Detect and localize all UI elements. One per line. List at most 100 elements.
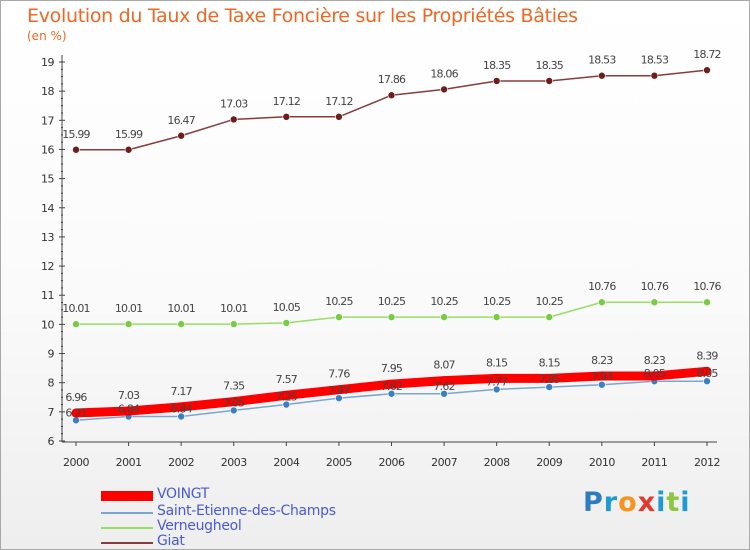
data-label-saint-etienne-des-champs: 6.71 — [65, 406, 86, 419]
proxiti-logo: Proxiti — [583, 487, 691, 518]
x-tick-label: 2006 — [379, 456, 405, 469]
logo-letter: i — [680, 487, 691, 518]
x-tick-label: 2003 — [221, 456, 247, 469]
data-label-verneugheol: 10.25 — [325, 295, 353, 308]
data-label-verneugheol: 10.01 — [115, 302, 143, 315]
data-label-verneugheol: 10.25 — [483, 295, 511, 308]
data-point-voingt — [492, 374, 501, 383]
y-tick-label: 16 — [41, 143, 54, 156]
data-label-giat: 16.47 — [167, 114, 195, 127]
data-point-giat — [703, 66, 711, 74]
data-point-saint-etienne-des-champs — [177, 412, 185, 421]
data-point-voingt — [387, 379, 396, 389]
data-label-verneugheol: 10.25 — [536, 295, 564, 308]
data-label-giat: 18.35 — [536, 59, 564, 72]
data-point-verneugheol — [72, 320, 80, 328]
y-tick-label: 6 — [48, 435, 55, 448]
data-point-voingt — [282, 390, 291, 400]
chart-title: Evolution du Taux de Taxe Foncière sur l… — [27, 5, 578, 27]
y-tick-label: 18 — [41, 85, 54, 98]
data-label-saint-etienne-des-champs: 7.25 — [276, 391, 298, 404]
data-label-verneugheol: 10.76 — [588, 280, 616, 293]
data-label-verneugheol: 10.01 — [62, 302, 90, 315]
data-label-verneugheol: 10.76 — [693, 280, 721, 293]
data-label-saint-etienne-des-champs: 8.05 — [644, 367, 666, 380]
y-tick-label: 8 — [48, 377, 55, 390]
x-tick-label: 2004 — [273, 456, 299, 469]
x-tick-label: 2010 — [589, 456, 615, 469]
data-label-voingt: 8.39 — [696, 349, 718, 362]
data-point-saint-etienne-des-champs — [545, 383, 554, 391]
logo-letter: i — [656, 487, 667, 518]
x-tick-label: 2012 — [694, 456, 720, 469]
logo-letter: r — [603, 487, 619, 518]
data-label-saint-etienne-des-champs: 7.62 — [433, 380, 454, 393]
x-tick-label: 2011 — [641, 456, 667, 469]
data-point-saint-etienne-des-champs — [492, 385, 501, 394]
data-label-voingt: 8.23 — [644, 354, 666, 367]
data-point-voingt — [702, 367, 712, 376]
data-point-verneugheol — [440, 313, 448, 321]
data-point-verneugheol — [177, 320, 185, 328]
data-point-voingt — [334, 385, 344, 394]
y-unit-label: (en %) — [27, 29, 67, 43]
y-tick-label: 9 — [48, 348, 55, 361]
data-label-saint-etienne-des-champs: 8.05 — [696, 367, 718, 380]
data-point-verneugheol — [335, 313, 343, 321]
data-label-saint-etienne-des-champs: 7.93 — [591, 371, 613, 384]
data-point-verneugheol — [650, 298, 659, 307]
data-point-giat — [72, 145, 80, 154]
legend-swatch-saint-etienne — [101, 512, 153, 514]
data-label-voingt: 7.35 — [223, 380, 245, 393]
data-point-giat — [124, 145, 133, 154]
data-point-saint-etienne-des-champs — [440, 389, 448, 398]
logo-letter: t — [666, 487, 681, 518]
data-label-verneugheol: 10.25 — [430, 295, 458, 308]
data-point-saint-etienne-des-champs — [703, 377, 711, 386]
data-point-saint-etienne-des-champs — [335, 394, 343, 402]
data-label-saint-etienne-des-champs: 7.85 — [539, 373, 561, 386]
data-point-voingt — [124, 406, 133, 416]
data-point-verneugheol — [492, 313, 501, 321]
data-label-voingt: 7.57 — [276, 373, 298, 386]
data-point-voingt — [650, 371, 659, 381]
data-label-voingt: 8.15 — [539, 356, 561, 369]
y-tick-label: 19 — [41, 56, 54, 69]
data-label-saint-etienne-des-champs: 7.62 — [381, 380, 402, 393]
data-label-saint-etienne-des-champs: 6.84 — [118, 403, 140, 416]
data-label-saint-etienne-des-champs: 7.77 — [486, 375, 508, 388]
data-point-verneugheol — [598, 298, 606, 307]
data-label-giat: 18.06 — [430, 67, 458, 80]
data-label-verneugheol: 10.05 — [273, 301, 301, 314]
data-label-verneugheol: 10.25 — [378, 295, 406, 308]
legend-swatch-verneugheol — [101, 527, 153, 529]
data-label-verneugheol: 10.01 — [220, 302, 248, 315]
data-point-giat — [545, 77, 554, 85]
data-point-voingt — [439, 376, 449, 385]
data-point-giat — [387, 91, 396, 100]
data-point-verneugheol — [124, 320, 133, 328]
data-label-giat: 17.86 — [378, 73, 406, 86]
legend-swatch-giat — [101, 542, 153, 544]
data-label-giat: 15.99 — [115, 128, 143, 141]
y-tick-label: 15 — [41, 173, 54, 186]
data-point-saint-etienne-des-champs — [282, 400, 291, 409]
y-tick-label: 11 — [41, 289, 54, 302]
data-point-saint-etienne-des-champs — [598, 380, 606, 389]
logo-letter: x — [637, 487, 657, 518]
data-label-voingt: 8.07 — [433, 359, 455, 372]
legend-label-voingt: VOINGT — [157, 486, 210, 502]
data-label-giat: 18.72 — [693, 48, 721, 61]
data-label-voingt: 6.96 — [65, 391, 87, 404]
data-point-voingt — [597, 371, 607, 381]
legend-swatch-voingt — [101, 491, 153, 501]
data-point-giat — [598, 71, 606, 80]
data-label-giat: 18.53 — [588, 54, 616, 67]
data-point-voingt — [71, 408, 81, 418]
data-label-verneugheol: 10.76 — [641, 280, 669, 293]
data-point-verneugheol — [387, 313, 396, 321]
y-tick-label: 17 — [41, 114, 54, 127]
x-tick-label: 2000 — [63, 456, 89, 469]
data-label-voingt: 7.17 — [171, 385, 193, 398]
